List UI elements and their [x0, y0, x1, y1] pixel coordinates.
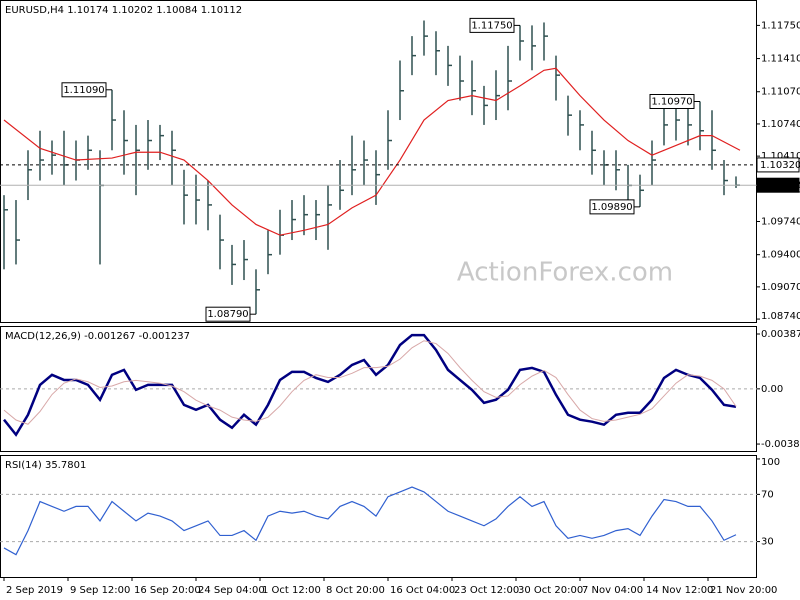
price-line-label: 1.10112	[760, 180, 800, 191]
x-tick-label: 9 Sep 12:00	[70, 585, 130, 596]
y-tick-label: 100	[761, 457, 780, 468]
x-tick-label: 24 Sep 04:00	[198, 585, 265, 596]
series-line	[3, 486, 737, 556]
panel-title: MACD(12,26,9) -0.001267 -0.001237	[5, 331, 190, 342]
x-tick-label: 21 Nov 20:00	[710, 585, 777, 596]
x-tick-label: 30 Oct 20:00	[518, 585, 583, 596]
x-tick-label: 14 Nov 12:00	[646, 585, 713, 596]
y-tick-label: 70	[761, 489, 774, 500]
price-line-box	[756, 157, 800, 173]
annotation-box	[649, 93, 695, 109]
y-tick-label: 1.08740	[761, 311, 800, 322]
annotation-label: 1.09890	[591, 202, 632, 213]
x-tick-label: 16 Sep 20:00	[134, 585, 201, 596]
series-line	[3, 340, 737, 425]
y-tick-label: 1.09070	[761, 282, 800, 293]
x-tick-label: 7 Nov 04:00	[582, 585, 643, 596]
price-line-label: 1.10320	[760, 160, 800, 171]
annotation-label: 1.11090	[63, 85, 104, 96]
y-tick-label: 1.11410	[761, 54, 800, 65]
annotation-box	[205, 306, 251, 322]
annotation-label: 1.08790	[207, 309, 248, 320]
y-tick-label: 0.00	[761, 384, 783, 395]
y-tick-label: 1.09400	[761, 250, 800, 261]
watermark: ActionForex.com	[457, 258, 673, 288]
x-tick-label: 8 Oct 20:00	[326, 585, 385, 596]
annotation-box	[61, 82, 107, 98]
y-tick-label: 30	[761, 537, 774, 548]
y-tick-label: -0.003899	[761, 439, 800, 450]
y-tick-label: 0.003876	[761, 329, 800, 340]
annotation-box	[469, 17, 515, 33]
x-tick-label: 23 Oct 12:00	[454, 585, 519, 596]
price-line-box	[756, 177, 800, 193]
panel-title: EURUSD,H4 1.10174 1.10202 1.10084 1.1011…	[5, 5, 242, 16]
y-tick-label: 1.09740	[761, 217, 800, 228]
annotation-label: 1.10970	[651, 96, 692, 107]
x-tick-label: 2 Sep 2019	[6, 585, 63, 596]
rsi-panel	[0, 455, 757, 578]
y-tick-label: 1.10740	[761, 119, 800, 130]
annotation-label: 1.11750	[471, 20, 512, 31]
y-tick-label: 1.10410	[761, 151, 800, 162]
moving-average	[3, 67, 741, 236]
x-tick-label: 1 Oct 12:00	[262, 585, 321, 596]
panel-title: RSI(14) 35.7801	[5, 460, 86, 471]
y-tick-label: 1.11070	[761, 87, 800, 98]
annotation-box	[589, 199, 635, 215]
y-tick-label: 1.11750	[761, 20, 800, 31]
x-tick-label: 16 Oct 04:00	[390, 585, 455, 596]
